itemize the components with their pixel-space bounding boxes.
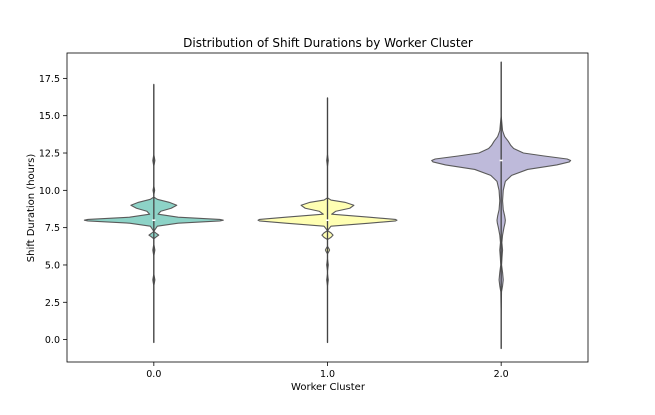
x-tick-label: 1.0 (320, 369, 335, 380)
plot-frame (66, 52, 589, 363)
violin-group (257, 97, 398, 344)
y-axis-label: Shift Duration (hours) (26, 154, 37, 263)
y-tick-label: 7.5 (45, 223, 60, 234)
chart-title: Distribution of Shift Durations by Worke… (183, 36, 473, 50)
y-axis: 0.0 2.5 5.0 7.5 10.0 12.5 15.0 17.5 (39, 74, 67, 346)
y-tick-label: 0.0 (45, 335, 60, 346)
y-tick-label: 12.5 (39, 149, 60, 160)
y-tick-label: 5.0 (45, 260, 60, 271)
x-axis: 0.0 1.0 2.0 (146, 362, 509, 380)
y-tick-label: 2.5 (45, 298, 60, 309)
x-axis-label: Worker Cluster (291, 382, 366, 393)
x-tick-label: 0.0 (146, 369, 161, 380)
x-tick-label: 2.0 (494, 369, 509, 380)
y-tick-label: 10.0 (39, 186, 60, 197)
violin-group (83, 83, 224, 344)
violin-group (431, 61, 572, 350)
y-tick-label: 15.0 (39, 111, 60, 122)
violins-layer (83, 61, 572, 350)
y-tick-label: 17.5 (39, 74, 60, 85)
